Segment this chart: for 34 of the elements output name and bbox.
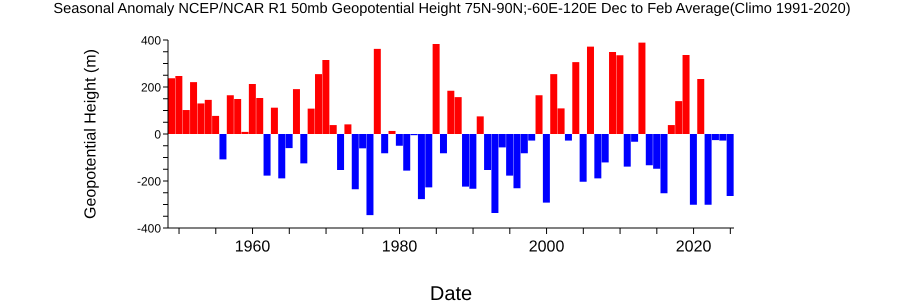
bar [388, 130, 396, 134]
bar [292, 89, 300, 134]
bar [572, 62, 580, 134]
bar [264, 134, 271, 176]
bar [697, 79, 704, 134]
y-tick-label: 0 [154, 127, 162, 142]
y-tick-label: -200 [136, 174, 162, 188]
bar [432, 44, 440, 134]
x-axis-title: Date [430, 283, 472, 304]
bar [344, 124, 352, 134]
bar [440, 134, 447, 154]
bar [374, 48, 381, 134]
bar [536, 95, 543, 134]
bar [542, 134, 550, 203]
bar [638, 42, 646, 134]
bar [690, 134, 697, 205]
bar [476, 116, 484, 134]
x-tick-label: 1980 [382, 238, 418, 256]
y-tick-label: -400 [136, 221, 162, 236]
bar [586, 46, 594, 134]
bar [564, 134, 572, 141]
bar [381, 134, 388, 154]
x-tick-label: 2020 [676, 238, 712, 256]
bar [337, 134, 344, 170]
x-tick-label: 1960 [234, 238, 270, 256]
y-tick-label: 200 [140, 80, 162, 94]
bar [219, 134, 226, 160]
y-axis-title: Geopotential Height (m) [82, 49, 100, 219]
chart-title: Seasonal Anomaly NCEP/NCAR R1 50mb Geopotential Height 75N-90N;-60E-120E Dec to Feb Average(Climo 1991-2020) [52, 1, 852, 17]
bar [580, 134, 587, 182]
bar [270, 108, 278, 134]
bar [300, 134, 308, 164]
y-tick-label: 400 [140, 33, 162, 48]
x-tick-label: 2000 [528, 238, 564, 256]
